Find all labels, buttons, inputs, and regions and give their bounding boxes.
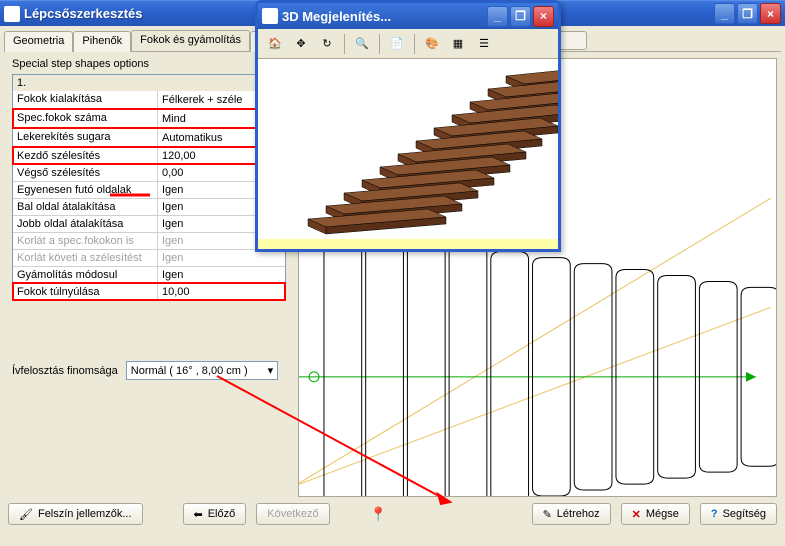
float-title: 3D Megjelenítés... (282, 9, 487, 24)
tab-pihenok[interactable]: Pihenők (73, 31, 131, 52)
prop-value-text: Igen (162, 218, 183, 230)
prev-label: Előző (208, 508, 236, 520)
curve-row: Ívfelosztás finomsága Normál ( 16° , 8,0… (12, 361, 286, 380)
button-bar: 🖌 Felszín jellemzők... ⬅ Előző Következő… (4, 497, 781, 531)
float-3d-canvas[interactable] (258, 59, 558, 249)
prop-label: Spec.fokok száma (13, 110, 158, 128)
prop-label: Fokok túlnyúlása (13, 284, 158, 300)
prop-value-text: Mind (162, 113, 186, 125)
prop-row[interactable]: Kezdő szélesítés 120,00 (13, 147, 285, 164)
prop-value[interactable]: Igen (158, 250, 285, 266)
float-titlebar[interactable]: 3D Megjelenítés... _ ❐ × (258, 3, 558, 29)
tb-zoom-icon[interactable]: 🔍 (351, 33, 373, 55)
axis-icon: 📍 (370, 506, 387, 523)
tb-sep (344, 34, 345, 54)
tb-doc-icon[interactable]: 📄 (386, 33, 408, 55)
prop-value-text: Igen (162, 252, 183, 264)
help-button[interactable]: ? Segítség (700, 503, 777, 525)
next-button[interactable]: Következő (256, 503, 329, 525)
float-window-controls: _ ❐ × (487, 6, 554, 27)
app-icon (4, 6, 20, 22)
prop-header-label: 1. (17, 77, 26, 89)
tb-move-icon[interactable]: ✥ (290, 33, 312, 55)
tb-color-icon[interactable]: 🎨 (421, 33, 443, 55)
curve-select[interactable]: Normál ( 16° , 8,00 cm ) ▾ (126, 361, 278, 380)
tb-sep (414, 34, 415, 54)
prop-row[interactable]: Korlát követi a szélesítést Igen (13, 249, 285, 266)
create-label: Létrehoz (557, 508, 600, 520)
prop-row[interactable]: Korlát a spec.fokokon is Igen (13, 232, 285, 249)
surface-label: Felszín jellemzők... (38, 508, 132, 520)
prop-value-text: 10,00 (162, 286, 190, 298)
prop-label: Végső szélesítés (13, 165, 158, 181)
prop-value-text: Igen (162, 269, 183, 281)
prop-row[interactable]: Bal oldal átalakítása Igen (13, 198, 285, 215)
prop-value[interactable]: Igen (158, 267, 285, 283)
tab-geometria[interactable]: Geometria (4, 31, 73, 52)
prop-label: Korlát követi a szélesítést (13, 250, 158, 266)
prop-label: Bal oldal átalakítása (13, 199, 158, 215)
float-3d-window: 3D Megjelenítés... _ ❐ × 🏠 ✥ ↻ 🔍 📄 🎨 ▦ ☰ (255, 0, 561, 252)
section-title: Special step shapes options (12, 58, 286, 70)
tb-home-icon[interactable]: 🏠 (264, 33, 286, 55)
curve-value: Normál ( 16° , 8,00 cm ) (131, 365, 248, 377)
prop-label: Korlát a spec.fokokon is (13, 233, 158, 249)
maximize-button[interactable]: ❐ (737, 3, 758, 24)
float-close-button[interactable]: × (533, 6, 554, 27)
prop-value-text: Automatikus (162, 132, 223, 144)
paint-icon: 🖌 (19, 508, 33, 521)
create-button[interactable]: ✎ Létrehoz (532, 503, 611, 525)
float-minimize-button[interactable]: _ (487, 6, 508, 27)
close-button[interactable]: × (760, 3, 781, 24)
prop-value[interactable]: 10,00 (158, 284, 285, 300)
left-panel: Special step shapes options 1. Fokok kia… (4, 52, 294, 497)
prop-label: Jobb oldal átalakítása (13, 216, 158, 232)
prop-value-text: 120,00 (162, 150, 196, 162)
prop-value-text: 0,00 (162, 167, 183, 179)
prop-row[interactable]: Végső szélesítés 0,00 (13, 164, 285, 181)
prop-row[interactable]: Egyenesen futó oldalak Igen (13, 181, 285, 198)
cancel-button[interactable]: ✕ Mégse (621, 503, 690, 525)
prop-label: Egyenesen futó oldalak (13, 182, 158, 198)
float-maximize-button[interactable]: ❐ (510, 6, 531, 27)
tb-sep (379, 34, 380, 54)
prop-label: Fokok kialakítása (13, 91, 158, 109)
prop-row[interactable]: Spec.fokok számaMind▾ (13, 109, 285, 128)
pencil-icon: ✎ (543, 508, 552, 521)
chevron-down-icon: ▾ (268, 364, 274, 377)
prop-row[interactable]: Fokok túlnyúlása 10,00 (13, 283, 285, 300)
prop-value-text: Igen (162, 235, 183, 247)
next-label: Következő (267, 508, 318, 520)
prop-value-text: Igen (162, 184, 183, 196)
surface-button[interactable]: 🖌 Felszín jellemzők... (8, 503, 143, 525)
float-app-icon (262, 8, 278, 24)
float-toolbar: 🏠 ✥ ↻ 🔍 📄 🎨 ▦ ☰ (258, 29, 558, 59)
tb-layers-icon[interactable]: ☰ (473, 33, 495, 55)
curve-label: Ívfelosztás finomsága (12, 365, 118, 377)
prop-row[interactable]: Fokok kialakításaFélkerek + széle▾ (13, 91, 285, 109)
prev-icon: ⬅ (194, 508, 203, 521)
prev-button[interactable]: ⬅ Előző (183, 503, 247, 525)
tb-rotate-icon[interactable]: ↻ (316, 33, 338, 55)
help-label: Segítség (723, 508, 766, 520)
prop-label: Kezdő szélesítés (13, 148, 158, 164)
prop-label: Gyámolítás módosul (13, 267, 158, 283)
prop-row[interactable]: Jobb oldal átalakítása Igen (13, 215, 285, 232)
cancel-label: Mégse (646, 508, 679, 520)
prop-value-text: Igen (162, 201, 183, 213)
minimize-button[interactable]: _ (714, 3, 735, 24)
prop-row[interactable]: Gyámolítás módosul Igen (13, 266, 285, 283)
tab-fokok[interactable]: Fokok és gyámolítás (131, 30, 250, 51)
prop-header[interactable]: 1. (13, 75, 285, 91)
prop-label: Lekerekítés sugara (13, 129, 158, 147)
main-window-controls: _ ❐ × (714, 3, 781, 24)
help-icon: ? (711, 508, 718, 520)
prop-row[interactable]: Lekerekítés sugaraAutomatikus▾ (13, 128, 285, 147)
prop-value-text: Félkerek + széle (162, 94, 242, 106)
stairs-3d-svg (258, 59, 558, 249)
property-grid: 1. Fokok kialakításaFélkerek + széle▾Spe… (12, 74, 286, 301)
x-icon: ✕ (632, 508, 641, 521)
tb-palette-icon[interactable]: ▦ (447, 33, 469, 55)
